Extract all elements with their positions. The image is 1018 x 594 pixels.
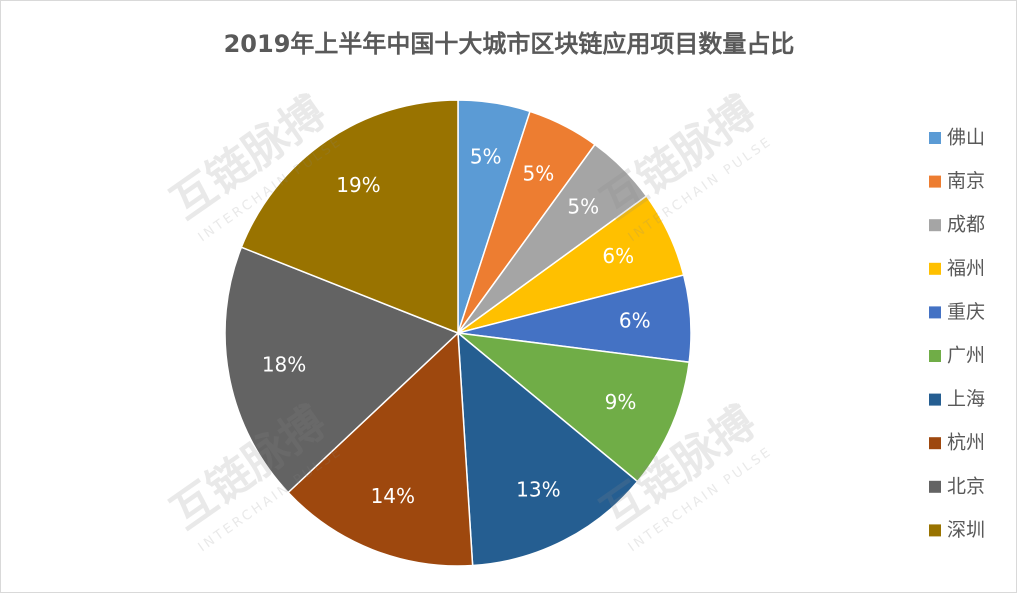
data-label: 5% [567,194,599,218]
legend-label: 重庆 [947,301,985,323]
legend-swatch [929,219,941,232]
pie-slice [240,99,459,335]
pie-slice [455,331,691,483]
legend-swatch [929,393,941,406]
legend-swatch [929,175,941,188]
data-label: 13% [516,477,560,501]
data-label: 5% [470,145,502,169]
data-label: 9% [605,390,637,414]
pie-slice [287,331,474,567]
legend-label: 上海 [947,388,985,410]
pie-slice [457,331,639,567]
legend-label: 北京 [947,475,985,497]
data-label: 6% [619,308,651,332]
legend-swatch [929,262,941,275]
data-label: 18% [262,353,306,377]
legend-swatch [929,132,941,144]
legend-label: 深圳 [947,519,985,541]
legend-swatch [929,306,941,319]
legend-swatch [929,350,941,362]
data-label: 5% [523,162,555,186]
legend-label: 杭州 [947,432,985,454]
legend-label: 广州 [947,345,985,367]
legend-label: 福州 [947,257,985,279]
pie-slice [224,246,460,494]
data-label: 19% [336,173,380,197]
chart-title: 2019年上半年中国十大城市区块链应用项目数量占比 [224,30,795,58]
legend-swatch [929,437,941,450]
legend-label: 佛山 [947,127,985,149]
data-label: 14% [371,484,415,508]
legend-swatch [929,480,941,493]
legend-swatch [929,524,941,537]
legend-label: 成都 [947,214,985,236]
data-label: 6% [602,244,634,268]
legend-label: 南京 [947,170,985,192]
